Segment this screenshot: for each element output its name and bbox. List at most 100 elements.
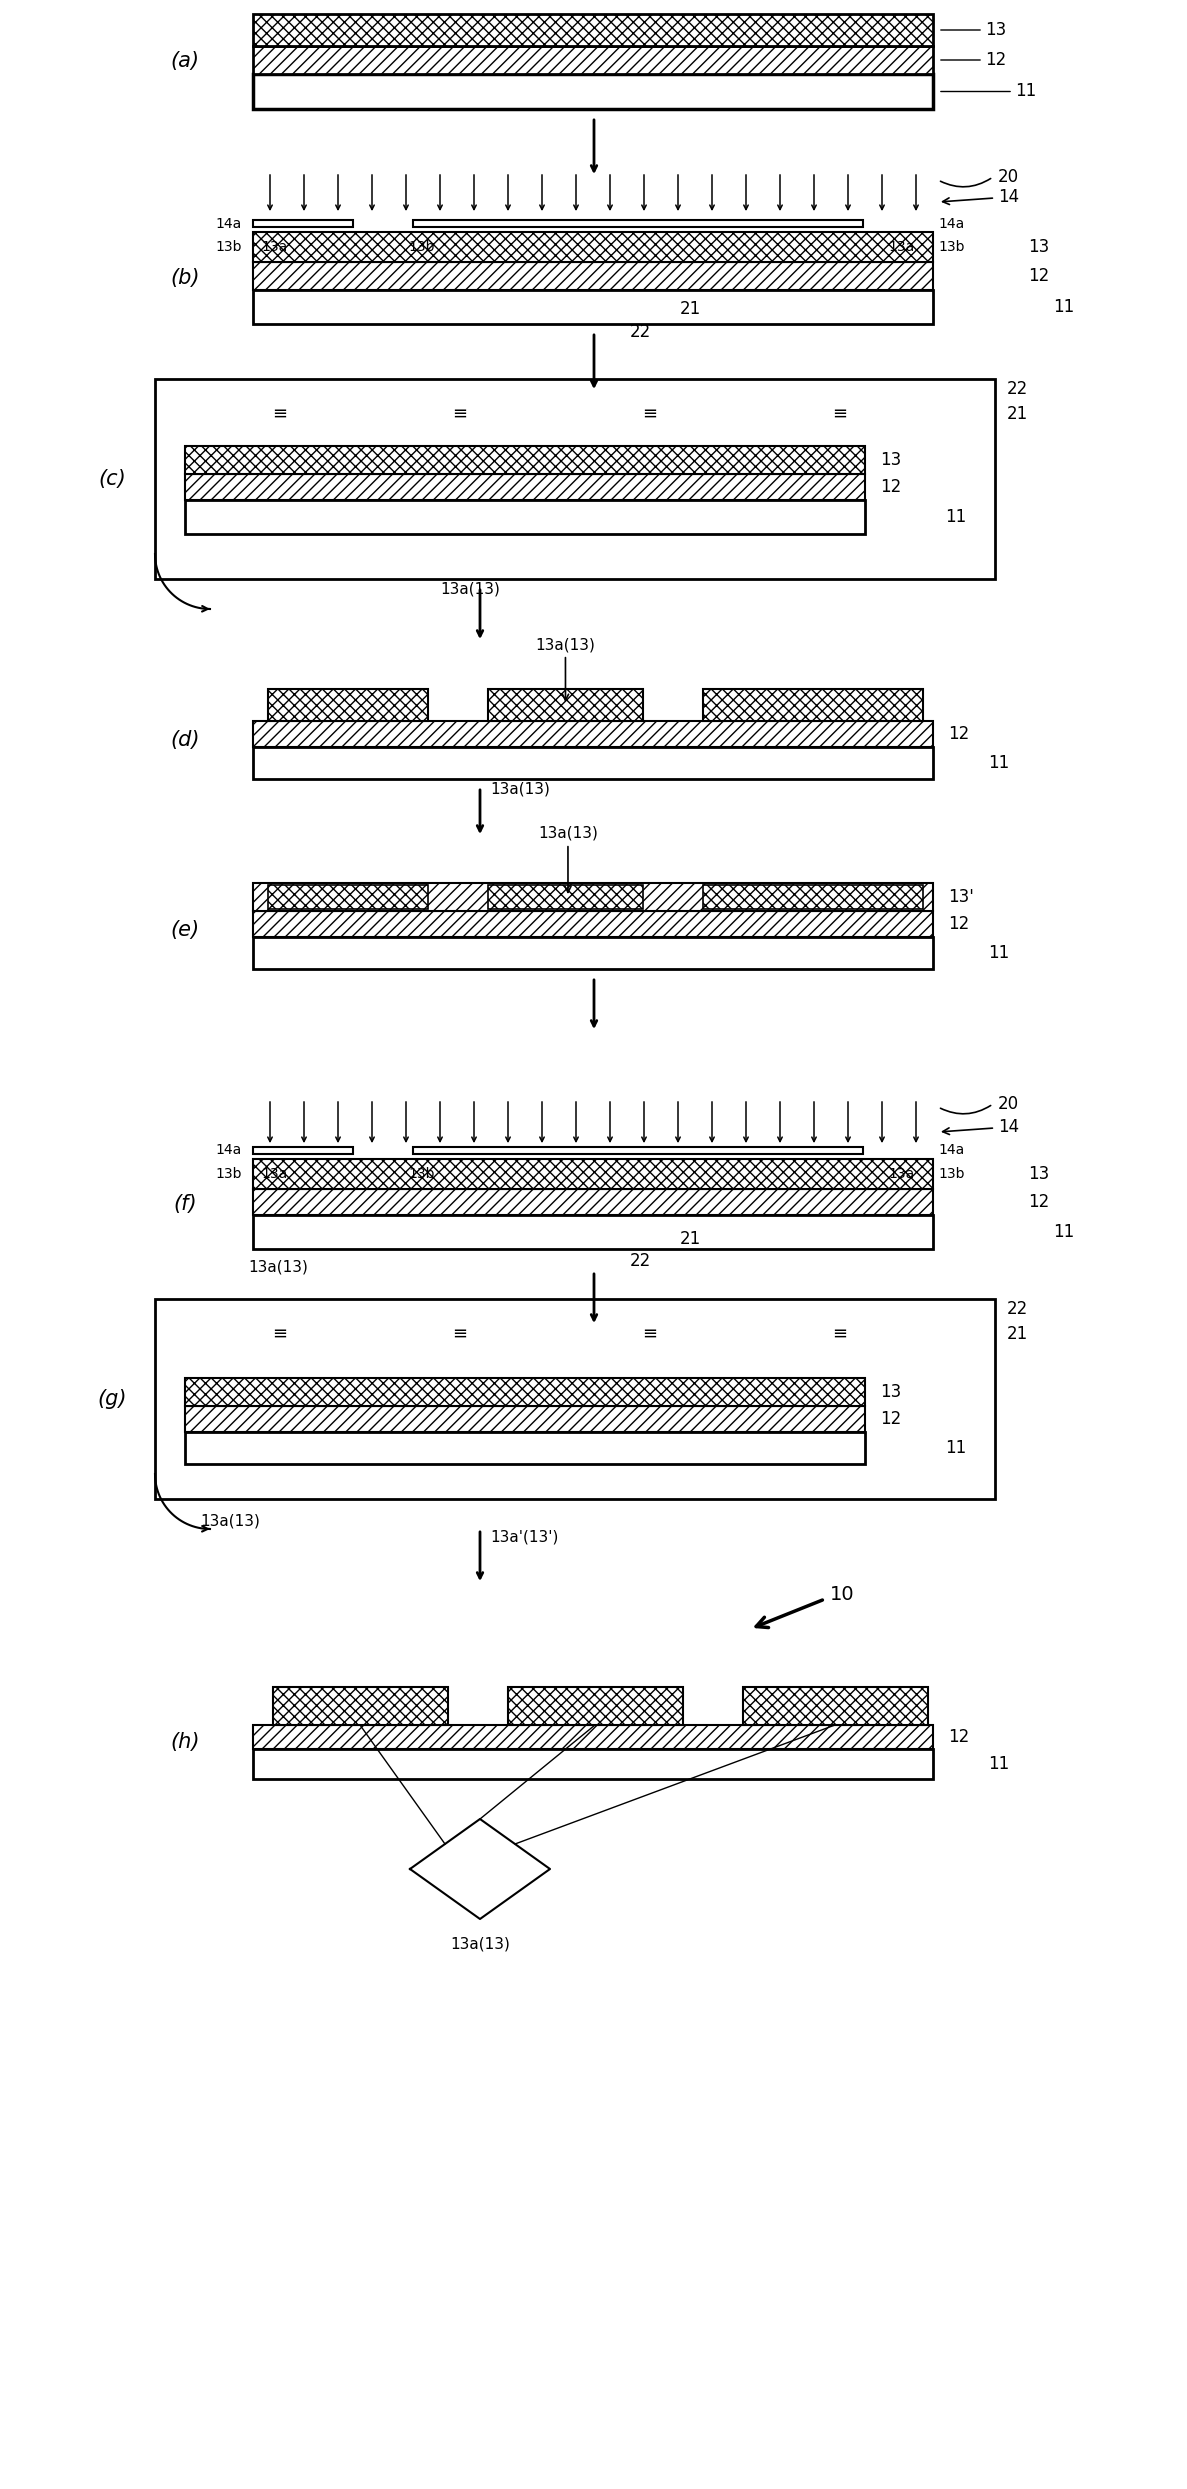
- Bar: [253, 1750, 933, 1780]
- Text: 14a: 14a: [215, 217, 241, 231]
- Text: 13b: 13b: [408, 1167, 434, 1180]
- Text: 20: 20: [998, 167, 1020, 187]
- Text: 13b: 13b: [215, 239, 241, 254]
- Bar: [703, 689, 923, 722]
- Text: 12: 12: [948, 1727, 970, 1745]
- Text: ≡: ≡: [452, 1324, 468, 1344]
- Bar: [155, 378, 995, 580]
- Bar: [413, 219, 863, 226]
- Text: 13a(13): 13a(13): [248, 1259, 307, 1274]
- Bar: [488, 886, 643, 908]
- Text: (f): (f): [173, 1195, 197, 1215]
- Text: 13: 13: [1028, 1165, 1049, 1182]
- Text: 12: 12: [1028, 266, 1049, 286]
- Text: 13b: 13b: [938, 1167, 965, 1180]
- Text: 14: 14: [942, 1118, 1020, 1135]
- Text: 13a(13): 13a(13): [440, 582, 500, 597]
- Text: 12: 12: [1028, 1192, 1049, 1212]
- Bar: [253, 45, 933, 75]
- Bar: [253, 884, 933, 911]
- Bar: [185, 446, 865, 473]
- Text: 13b: 13b: [215, 1167, 241, 1180]
- Text: 13a: 13a: [888, 239, 914, 254]
- Text: ≡: ≡: [832, 406, 848, 423]
- Bar: [253, 1725, 933, 1750]
- Bar: [253, 15, 933, 45]
- Text: 14a: 14a: [215, 1142, 241, 1157]
- Text: 13a'(13'): 13a'(13'): [490, 1531, 558, 1546]
- Bar: [253, 1160, 933, 1190]
- Text: 13: 13: [880, 451, 901, 468]
- Text: 11: 11: [1015, 82, 1036, 100]
- Text: 13: 13: [1028, 239, 1049, 256]
- Text: 12: 12: [985, 50, 1007, 70]
- Text: 13a: 13a: [888, 1167, 914, 1180]
- Text: 13b: 13b: [938, 239, 965, 254]
- Bar: [253, 219, 353, 226]
- Text: 13: 13: [985, 20, 1007, 40]
- Bar: [488, 689, 643, 722]
- Bar: [185, 500, 865, 535]
- Text: (e): (e): [171, 921, 199, 941]
- Text: 13a(13): 13a(13): [490, 782, 550, 796]
- Bar: [253, 291, 933, 324]
- Text: 21: 21: [1007, 1324, 1028, 1344]
- Text: 22: 22: [1007, 1299, 1028, 1319]
- Bar: [508, 1688, 683, 1725]
- Text: 12: 12: [880, 478, 901, 495]
- Text: ≡: ≡: [642, 1324, 658, 1344]
- Bar: [253, 1190, 933, 1215]
- Bar: [253, 936, 933, 968]
- Text: 13a: 13a: [261, 1167, 287, 1180]
- Text: 14: 14: [942, 189, 1020, 207]
- Text: (c): (c): [99, 468, 126, 488]
- Text: ≡: ≡: [273, 1324, 287, 1344]
- Text: 12: 12: [948, 916, 970, 933]
- Bar: [253, 75, 933, 110]
- Text: 21: 21: [680, 1230, 702, 1247]
- Text: ≡: ≡: [273, 406, 287, 423]
- Bar: [253, 1147, 353, 1155]
- Text: 13: 13: [880, 1384, 901, 1401]
- Bar: [185, 473, 865, 500]
- Text: 11: 11: [1053, 299, 1074, 316]
- Bar: [268, 689, 429, 722]
- Bar: [253, 747, 933, 779]
- Text: 12: 12: [948, 724, 970, 744]
- Bar: [253, 722, 933, 747]
- Bar: [413, 1147, 863, 1155]
- Text: 13': 13': [948, 889, 973, 906]
- Text: (g): (g): [97, 1389, 127, 1409]
- Text: 20: 20: [998, 1095, 1020, 1113]
- Text: 13a(13): 13a(13): [450, 1936, 510, 1951]
- Text: 13a: 13a: [261, 239, 287, 254]
- Text: 14a: 14a: [938, 1142, 964, 1157]
- Text: (d): (d): [170, 729, 199, 749]
- Text: 12: 12: [880, 1409, 901, 1429]
- Text: 11: 11: [945, 508, 966, 525]
- Bar: [268, 886, 429, 908]
- Text: 13a(13): 13a(13): [535, 637, 596, 699]
- Bar: [155, 1299, 995, 1498]
- Text: 21: 21: [1007, 406, 1028, 423]
- Text: 11: 11: [945, 1439, 966, 1456]
- Text: (a): (a): [171, 52, 199, 72]
- Bar: [253, 261, 933, 291]
- Text: 11: 11: [988, 1755, 1009, 1772]
- Text: ≡: ≡: [832, 1324, 848, 1344]
- Text: 13a(13): 13a(13): [538, 826, 598, 894]
- Text: 11: 11: [988, 943, 1009, 963]
- Text: 22: 22: [630, 324, 652, 341]
- Text: (b): (b): [170, 269, 199, 289]
- Bar: [703, 886, 923, 908]
- Text: ≡: ≡: [452, 406, 468, 423]
- Bar: [253, 231, 933, 261]
- Bar: [185, 1379, 865, 1406]
- Bar: [273, 1688, 447, 1725]
- Text: 21: 21: [680, 301, 702, 319]
- Text: 10: 10: [830, 1585, 855, 1603]
- Text: (h): (h): [170, 1732, 199, 1752]
- Bar: [185, 1431, 865, 1464]
- Text: 11: 11: [988, 754, 1009, 772]
- Text: ≡: ≡: [642, 406, 658, 423]
